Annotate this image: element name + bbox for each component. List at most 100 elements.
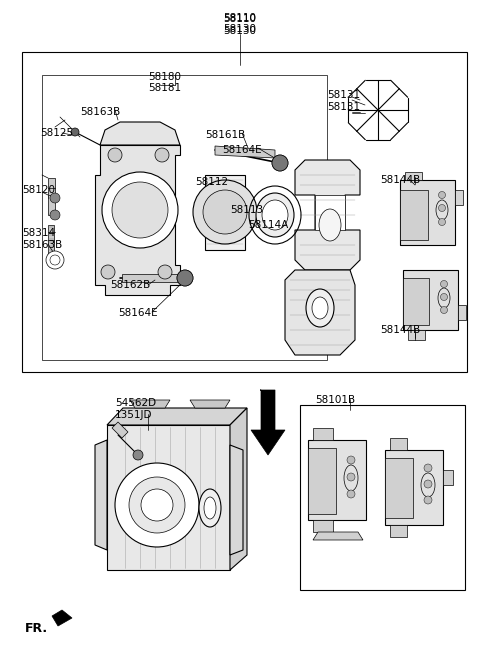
Circle shape [439,191,445,199]
Circle shape [141,489,173,521]
Text: 58113: 58113 [230,205,263,215]
Polygon shape [215,146,275,158]
Circle shape [441,293,447,300]
Text: 58161B: 58161B [205,130,245,140]
Text: 58144B: 58144B [380,325,420,335]
Text: 58130: 58130 [224,24,256,34]
Bar [300,405,465,590]
Circle shape [177,270,193,286]
Polygon shape [408,330,425,340]
Polygon shape [403,270,458,330]
Text: 58130: 58130 [224,26,256,36]
Text: 58120: 58120 [22,185,55,195]
Circle shape [46,251,64,269]
Polygon shape [95,440,107,550]
Circle shape [129,477,185,533]
Polygon shape [308,448,336,514]
Text: 58144B: 58144B [380,175,420,185]
Text: 58114A: 58114A [248,220,288,230]
Circle shape [158,265,172,279]
Text: 1351JD: 1351JD [115,410,153,420]
Polygon shape [403,278,429,325]
Circle shape [347,490,355,498]
Polygon shape [390,438,407,450]
Circle shape [108,148,122,162]
Circle shape [133,450,143,460]
Text: 58125: 58125 [40,128,73,138]
Text: 58131: 58131 [327,90,360,100]
Circle shape [155,148,169,162]
Circle shape [193,180,257,244]
Polygon shape [48,225,54,243]
Circle shape [50,193,60,203]
Polygon shape [315,195,345,230]
Polygon shape [112,422,128,438]
Polygon shape [295,160,360,270]
Polygon shape [313,428,333,440]
Circle shape [272,155,288,171]
Ellipse shape [199,489,221,527]
Polygon shape [385,450,443,525]
Ellipse shape [204,497,216,519]
Polygon shape [122,274,182,282]
Polygon shape [230,445,243,555]
Circle shape [439,204,445,212]
Bar [42,75,327,360]
Circle shape [347,473,355,481]
Bar [22,52,467,372]
Circle shape [347,456,355,464]
Circle shape [71,128,79,136]
Circle shape [101,265,115,279]
Polygon shape [48,195,55,215]
Polygon shape [48,240,54,258]
Circle shape [424,496,432,504]
Text: 58162B: 58162B [110,280,150,290]
Circle shape [272,155,288,171]
Polygon shape [107,408,247,425]
Polygon shape [458,305,466,320]
Polygon shape [400,180,455,245]
Polygon shape [313,532,363,540]
Polygon shape [52,610,72,626]
Ellipse shape [262,200,288,230]
Polygon shape [385,458,413,518]
Polygon shape [95,145,180,295]
Circle shape [102,172,178,248]
Polygon shape [230,408,247,570]
Circle shape [203,190,247,234]
Polygon shape [205,175,245,250]
Circle shape [424,464,432,472]
Polygon shape [455,190,463,205]
Polygon shape [308,440,366,520]
Polygon shape [107,425,230,570]
Text: 54562D: 54562D [115,398,156,408]
Ellipse shape [256,193,294,237]
Circle shape [112,182,168,238]
Text: 58180: 58180 [148,72,181,82]
Text: 58112: 58112 [195,177,228,187]
Circle shape [441,306,447,313]
Polygon shape [390,525,407,537]
Text: 58163B: 58163B [80,107,120,117]
Text: 58110: 58110 [224,13,256,23]
Text: 58110: 58110 [224,14,256,24]
Polygon shape [48,178,55,198]
Polygon shape [285,270,355,355]
Circle shape [177,270,193,286]
Polygon shape [190,400,230,408]
Polygon shape [443,470,453,485]
Polygon shape [100,122,180,145]
Polygon shape [313,520,333,532]
Polygon shape [251,390,285,455]
Text: 58163B: 58163B [22,240,62,250]
Ellipse shape [312,297,328,319]
Ellipse shape [319,209,341,241]
Text: 58164E: 58164E [222,145,262,155]
Polygon shape [400,190,428,240]
Text: 58101B: 58101B [315,395,355,405]
Circle shape [441,281,447,287]
Circle shape [115,463,199,547]
Text: FR.: FR. [25,622,48,635]
Text: 58314: 58314 [22,228,55,238]
Text: 58181: 58181 [148,83,181,93]
